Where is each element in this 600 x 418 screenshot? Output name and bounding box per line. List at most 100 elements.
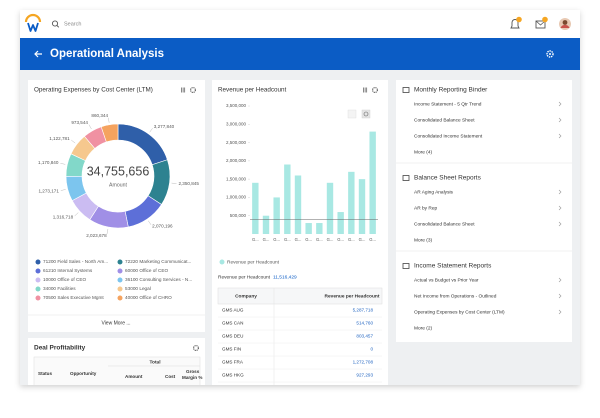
legend-label: 34000 Facilities: [43, 286, 76, 291]
legend-swatch: [117, 277, 123, 283]
bar[interactable]: [305, 223, 312, 234]
chevron: [558, 309, 562, 315]
data-label: 1,273,171: [38, 188, 59, 193]
table-cell[interactable]: 514,760: [356, 321, 373, 326]
report-link[interactable]: Consolidated Balance Sheet: [414, 117, 475, 123]
leader-line: [74, 212, 79, 217]
search-input[interactable]: Search: [64, 21, 81, 27]
y-tick-label: 500,000: [230, 213, 247, 218]
legend-swatch: [35, 268, 41, 274]
notifications-icon[interactable]: [510, 16, 522, 29]
x-tick-label: G...: [337, 237, 344, 242]
card-title: Revenue per Headcount: [218, 87, 287, 94]
view-more-link[interactable]: View More ...: [101, 320, 130, 326]
icon-stroke: [372, 87, 378, 93]
column-header: Company: [235, 293, 257, 299]
section-title: Monthly Reporting Binder: [414, 87, 488, 94]
report-link[interactable]: Operating Expenses by Cost Center (LTM): [414, 309, 505, 315]
icon-stroke: [193, 345, 199, 351]
x-tick-label: G...: [348, 237, 355, 242]
bar[interactable]: [316, 223, 323, 234]
y-tick-label: 2,500,000: [226, 140, 247, 145]
zoom-out-button[interactable]: [347, 109, 357, 119]
reports-card: [396, 80, 572, 342]
table-header: [217, 287, 383, 305]
bar[interactable]: [273, 197, 280, 234]
legend-label: 70500 Sales Executive Mgmt: [43, 295, 104, 300]
zoom-in-button[interactable]: [361, 109, 371, 119]
chevron: [558, 221, 562, 227]
legend-label: 60000 Office of CEO: [125, 268, 169, 273]
inbox-icon[interactable]: [535, 16, 548, 29]
summary-label: Revenue per Headcount: [218, 274, 271, 280]
legend-swatch: [117, 295, 123, 301]
bar[interactable]: [252, 182, 259, 234]
data-label: 2,070,196: [152, 224, 173, 229]
revenue-card: [212, 80, 388, 385]
more-link[interactable]: More (3): [414, 237, 433, 243]
bar[interactable]: [337, 212, 344, 234]
report-link[interactable]: AR Aging Analysis: [414, 189, 454, 195]
report-link[interactable]: Actual vs Budget vs Prior Year: [414, 277, 479, 283]
section-icon: [402, 263, 410, 269]
group-header: Total: [149, 359, 160, 365]
column-header: Gross: [186, 369, 200, 374]
bar[interactable]: [294, 175, 302, 234]
report-link[interactable]: AR by Rep: [414, 205, 438, 211]
bar[interactable]: [348, 171, 355, 234]
page-title: Operational Analysis: [50, 48, 164, 60]
logo[interactable]: [24, 13, 42, 32]
search-icon[interactable]: [51, 20, 60, 28]
legend-label: 40000 Office of CHRO: [125, 295, 172, 300]
table-cell[interactable]: 803,457: [356, 334, 373, 339]
x-tick-label: G...: [369, 237, 376, 242]
legend-label: 71200 Field Sales - North Am...: [43, 259, 108, 264]
summary-value[interactable]: 11,516,429: [273, 274, 297, 280]
more-link[interactable]: More (4): [414, 149, 433, 155]
leader-line: [88, 124, 92, 130]
section-title: Balance Sheet Reports: [414, 175, 482, 182]
back-button[interactable]: [34, 50, 42, 58]
donut-segment[interactable]: [100, 123, 119, 143]
report-link[interactable]: Net Income from Operations - Outlined: [414, 293, 497, 299]
settings-button[interactable]: [193, 345, 199, 351]
legend-label: 72220 Marketing Communicat...: [125, 259, 191, 264]
data-label: 1,316,718: [53, 215, 74, 220]
bar[interactable]: [284, 164, 291, 234]
bar[interactable]: [326, 182, 334, 234]
avatar[interactable]: [559, 18, 571, 30]
more-link[interactable]: More (2): [414, 325, 433, 331]
bar[interactable]: [358, 179, 366, 234]
table-cell[interactable]: 1,272,708: [353, 360, 374, 365]
report-link[interactable]: Consolidated Income Statement: [414, 133, 483, 139]
chevron: [558, 277, 562, 283]
bar[interactable]: [262, 215, 270, 234]
filter-button[interactable]: [181, 87, 186, 93]
settings-button[interactable]: [546, 50, 554, 58]
zoom-icon: [363, 111, 369, 117]
report-link[interactable]: Consolidated Balance Sheet: [414, 221, 475, 227]
section-icon: [402, 87, 410, 93]
table-cell[interactable]: 0: [370, 347, 373, 352]
window-content: Search Operational Analysis Operating Ex…: [20, 10, 580, 385]
data-label: 973,544: [71, 120, 88, 125]
table-cell[interactable]: 5,287,718: [353, 308, 374, 313]
x-tick-label: G...: [284, 237, 291, 242]
x-tick-label: G...: [327, 237, 334, 242]
table-cell: GMS FIN: [222, 347, 241, 352]
settings-button[interactable]: [190, 87, 196, 93]
table-cell: GMS AUG: [222, 308, 244, 313]
chevron: [558, 133, 562, 139]
report-link[interactable]: Income Statement - 5 Qtr Trend: [414, 101, 482, 107]
data-label: 2,350,845: [178, 181, 199, 186]
filter-button[interactable]: [363, 87, 368, 93]
settings-button[interactable]: [372, 87, 378, 93]
table-cell[interactable]: 927,293: [356, 373, 373, 378]
x-tick-label: G...: [295, 237, 302, 242]
deal-table: Total Status Opportunity Amount Cost GrossMar…: [33, 356, 202, 385]
data-label: 1,170,840: [38, 160, 59, 165]
legend-label: 10000 Office of CEO: [43, 277, 87, 282]
table-header: [33, 356, 201, 385]
bar[interactable]: [369, 131, 376, 234]
